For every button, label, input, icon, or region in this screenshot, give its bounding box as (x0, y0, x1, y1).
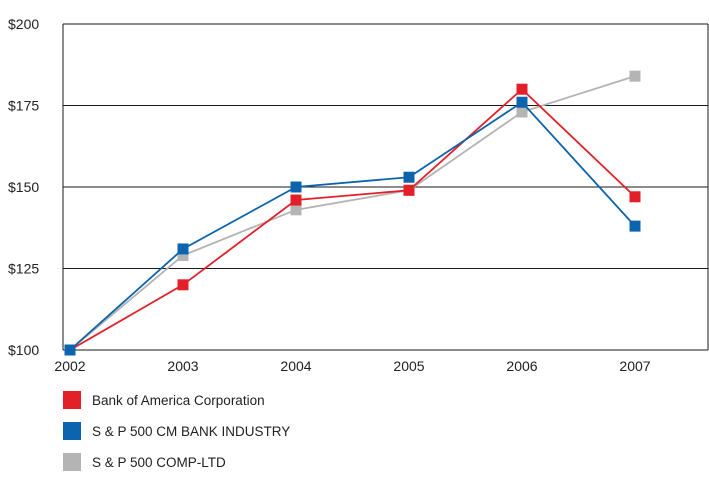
data-point-sp500-bank-industry (64, 344, 76, 356)
data-point-sp500-bank-industry (516, 96, 528, 108)
y-tick-label: $150 (8, 179, 39, 195)
series-sp500-comp-ltd (64, 70, 641, 356)
series-line-sp500-bank-industry (69, 101, 636, 351)
legend-swatch-sp500-comp-ltd (63, 453, 81, 471)
gridlines (63, 23, 708, 269)
x-tick-labels: 2002 2003 2004 2005 2006 2007 (54, 358, 650, 374)
y-tick-label: $100 (8, 342, 39, 358)
legend-item-bank-of-america: Bank of America Corporation (63, 390, 290, 410)
legend-label: Bank of America Corporation (92, 392, 265, 408)
legend-item-sp500-bank-industry: S & P 500 CM BANK INDUSTRY (63, 421, 290, 441)
data-point-sp500-comp-ltd (290, 204, 302, 216)
legend-label: S & P 500 COMP-LTD (92, 454, 226, 470)
data-point-sp500-comp-ltd (516, 106, 528, 118)
data-point-sp500-bank-industry (290, 181, 302, 193)
data-point-bank-of-america (177, 279, 189, 291)
data-point-sp500-bank-industry (403, 171, 415, 183)
x-tick-label: 2004 (280, 358, 311, 374)
x-tick-label: 2006 (506, 358, 537, 374)
legend: Bank of America Corporation S & P 500 CM… (63, 390, 290, 483)
y-tick-label: $200 (8, 16, 39, 32)
data-point-sp500-comp-ltd (629, 70, 641, 82)
series-sp500-bank-industry (64, 96, 641, 356)
legend-label: S & P 500 CM BANK INDUSTRY (92, 423, 291, 439)
series-bank-of-america (64, 83, 641, 356)
data-point-bank-of-america (290, 194, 302, 206)
data-point-sp500-comp-ltd (177, 249, 189, 261)
x-tick-label: 2002 (54, 358, 85, 374)
line-chart: $100$125$150$175$200 2002 2003 2004 2005 200… (8, 16, 709, 374)
series-line-bank-of-america (69, 87, 636, 351)
x-tick-label: 2007 (619, 358, 650, 374)
legend-swatch-bank-of-america (63, 391, 81, 409)
y-tick-label: $175 (8, 98, 39, 114)
y-tick-labels: $100 $125 $150 $175 $200 (8, 16, 39, 358)
data-point-bank-of-america (629, 191, 641, 203)
y-tick-label: $125 (8, 261, 39, 277)
data-point-bank-of-america (516, 83, 528, 95)
data-point-bank-of-america (403, 184, 415, 196)
x-tick-label: 2005 (393, 358, 424, 374)
data-point-sp500-bank-industry (629, 220, 641, 232)
axes (62, 24, 709, 351)
legend-swatch-sp500-bank-industry (63, 422, 81, 440)
legend-item-sp500-comp-ltd: S & P 500 COMP-LTD (63, 452, 290, 472)
data-point-sp500-bank-industry (177, 243, 189, 255)
series-group (64, 70, 641, 356)
x-tick-label: 2003 (167, 358, 198, 374)
